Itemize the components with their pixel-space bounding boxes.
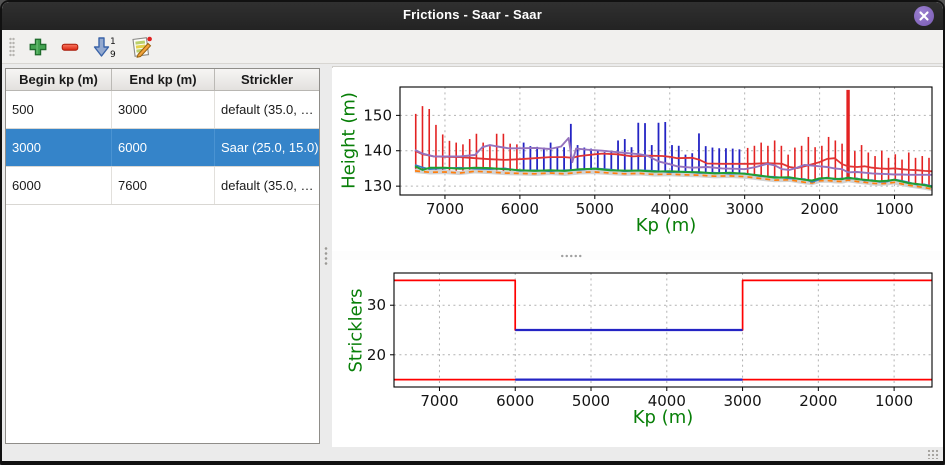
- svg-text:3000: 3000: [726, 200, 764, 218]
- sort-ascending-icon: 1 9: [93, 37, 116, 59]
- column-header-end-kp[interactable]: End kp (m): [112, 69, 215, 90]
- cell-strickler[interactable]: default (35.0, …: [221, 178, 314, 193]
- cell-end-kp[interactable]: 7600: [112, 167, 215, 204]
- table-header: Begin kp (m) End kp (m) Strickler: [6, 69, 319, 91]
- height-profile-chart: 7000 6000 5000 4000 3000 2000 1000 130 140 150: [332, 68, 943, 251]
- cell-strickler[interactable]: default (35.0, …: [221, 102, 314, 117]
- titlebar[interactable]: Frictions - Saar - Saar: [2, 2, 943, 30]
- svg-text:5000: 5000: [576, 200, 614, 218]
- panel-splitter[interactable]: [320, 68, 332, 444]
- svg-text:150: 150: [363, 106, 392, 124]
- splitter-grip-icon: [324, 246, 328, 266]
- svg-text:7000: 7000: [420, 392, 458, 410]
- kp-axis-label-top: Kp (m): [635, 215, 697, 236]
- svg-text:6000: 6000: [501, 200, 539, 218]
- splitter-grip-icon: [560, 254, 582, 258]
- table-row[interactable]: 6000 7600 default (35.0, …: [6, 167, 319, 205]
- cell-begin-kp[interactable]: 6000: [6, 167, 112, 204]
- edit-table-icon: [132, 36, 152, 58]
- svg-text:2000: 2000: [799, 392, 837, 410]
- toolbar: 1 9: [2, 30, 943, 64]
- column-header-begin-kp[interactable]: Begin kp (m): [6, 69, 112, 90]
- stricklers-chart: 7000 6000 5000 4000 3000 2000 1000 20 30: [332, 260, 943, 449]
- cell-begin-kp[interactable]: 500: [6, 91, 112, 128]
- svg-text:30: 30: [367, 296, 386, 314]
- stricklers-axis-label: Stricklers: [345, 288, 367, 373]
- svg-text:130: 130: [363, 177, 392, 195]
- height-axis-label: Height (m): [338, 92, 360, 189]
- svg-text:9: 9: [110, 50, 116, 59]
- column-header-strickler[interactable]: Strickler: [240, 72, 294, 87]
- svg-text:1: 1: [110, 37, 116, 47]
- frictions-table: Begin kp (m) End kp (m) Strickler 500 30…: [5, 68, 320, 444]
- plus-icon: [29, 38, 47, 55]
- svg-text:1000: 1000: [875, 392, 913, 410]
- svg-text:5000: 5000: [572, 392, 610, 410]
- close-button[interactable]: [914, 6, 934, 26]
- minus-icon: [61, 43, 79, 51]
- window-title: Frictions - Saar - Saar: [403, 7, 542, 22]
- cell-end-kp[interactable]: 3000: [112, 91, 215, 128]
- cell-end-kp[interactable]: 6000: [112, 129, 215, 166]
- svg-text:4000: 4000: [648, 392, 686, 410]
- cell-strickler[interactable]: Saar (25.0, 15.0): [221, 140, 319, 155]
- statusbar: [2, 447, 943, 461]
- remove-row-button[interactable]: [58, 34, 84, 60]
- resize-grip[interactable]: [927, 449, 939, 459]
- svg-text:20: 20: [367, 346, 386, 364]
- svg-text:7000: 7000: [426, 200, 464, 218]
- svg-text:140: 140: [363, 142, 392, 160]
- svg-text:3000: 3000: [723, 392, 761, 410]
- cell-begin-kp[interactable]: 3000: [6, 129, 112, 166]
- chart-splitter[interactable]: [332, 251, 943, 260]
- kp-axis-label-bottom: Kp (m): [632, 407, 694, 428]
- add-row-button[interactable]: [26, 34, 52, 60]
- table-row-selected[interactable]: 3000 6000 Saar (25.0, 15.0): [6, 129, 319, 167]
- svg-text:4000: 4000: [651, 200, 689, 218]
- table-row[interactable]: 500 3000 default (35.0, …: [6, 91, 319, 129]
- svg-text:1000: 1000: [875, 200, 913, 218]
- svg-text:2000: 2000: [801, 200, 839, 218]
- toolbar-drag-handle[interactable]: [9, 36, 15, 57]
- sort-rows-button[interactable]: 1 9: [90, 34, 122, 60]
- close-icon: [919, 11, 929, 21]
- edit-friction-button[interactable]: [128, 34, 154, 60]
- svg-text:6000: 6000: [496, 392, 534, 410]
